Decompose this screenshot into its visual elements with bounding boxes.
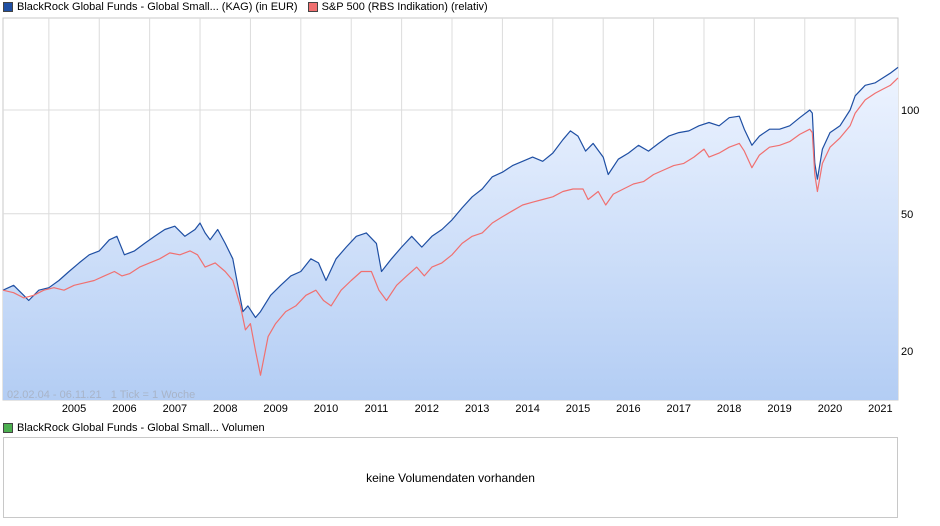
legend-item-sp500[interactable]: S&P 500 (RBS Indikation) (relativ)	[307, 0, 488, 14]
x-tick-label: 2018	[717, 403, 741, 415]
price-chart[interactable]: 20 50 100 2005 2006 2007 2008 2009 2010 2011 2012…	[0, 0, 940, 430]
x-tick-label: 2011	[365, 403, 389, 415]
legend-item-fund[interactable]: BlackRock Global Funds - Global Small...…	[3, 0, 298, 14]
x-tick-label: 2010	[314, 403, 338, 415]
x-tick-label: 2019	[767, 403, 791, 415]
series-area-fund	[3, 67, 898, 401]
y-tick-label: 100	[901, 105, 919, 117]
legend-swatch-volume	[3, 423, 13, 433]
x-tick-label: 2008	[213, 403, 237, 415]
y-tick-label: 50	[901, 209, 913, 221]
legend-item-volume[interactable]: BlackRock Global Funds - Global Small...…	[3, 421, 265, 435]
range-note: 02.02.04 - 06.11.21 1 Tick = 1 Woche	[7, 389, 195, 401]
legend-label-fund: BlackRock Global Funds - Global Small...…	[17, 1, 298, 13]
x-tick-label: 2020	[818, 403, 842, 415]
x-tick-label: 2016	[616, 403, 640, 415]
legend-swatch-fund	[3, 2, 13, 12]
series-lines	[2, 66, 899, 376]
x-tick-label: 2015	[566, 403, 590, 415]
volume-legend: BlackRock Global Funds - Global Small...…	[3, 421, 275, 435]
y-tick-label: 20	[901, 346, 913, 358]
volume-empty-message: keine Volumendaten vorhanden	[366, 471, 535, 485]
legend-label-volume: BlackRock Global Funds - Global Small...…	[17, 422, 265, 434]
legend-label-sp500: S&P 500 (RBS Indikation) (relativ)	[321, 1, 488, 13]
volume-panel: keine Volumendaten vorhanden	[3, 437, 898, 518]
y-axis-labels: 20 50 100	[901, 105, 919, 358]
x-tick-label: 2014	[515, 403, 539, 415]
series-area	[3, 67, 898, 401]
series-line-fund	[2, 66, 899, 319]
x-tick-label: 2005	[62, 403, 86, 415]
x-tick-label: 2013	[465, 403, 489, 415]
chart-legend: BlackRock Global Funds - Global Small...…	[3, 0, 498, 14]
legend-swatch-sp500	[307, 2, 318, 12]
x-axis-labels: 2005 2006 2007 2008 2009 2010 2011 2012 2013 2014…	[62, 403, 893, 415]
series-line-sp500	[2, 77, 899, 376]
x-tick-label: 2021	[868, 403, 892, 415]
x-tick-label: 2017	[667, 403, 691, 415]
x-tick-label: 2007	[163, 403, 187, 415]
x-tick-label: 2012	[415, 403, 439, 415]
x-tick-label: 2006	[112, 403, 136, 415]
x-tick-label: 2009	[263, 403, 287, 415]
